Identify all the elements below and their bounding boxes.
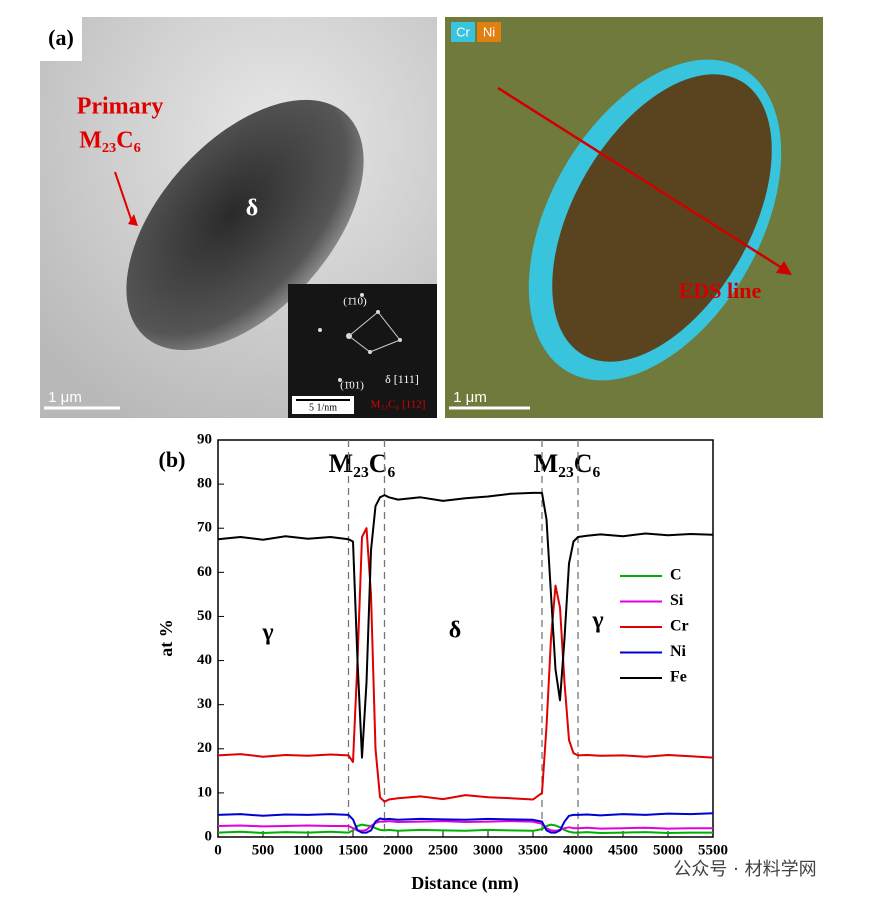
- x-tick-label: 1500: [338, 842, 368, 858]
- y-tick-label: 30: [197, 696, 212, 712]
- y-axis-label: at %: [156, 619, 176, 657]
- series-line: [217, 820, 713, 832]
- y-tick-label: 90: [197, 431, 212, 447]
- annotation: Primary: [77, 94, 164, 120]
- x-tick-label: 2000: [383, 842, 413, 858]
- x-tick-label: 500: [252, 842, 275, 858]
- y-tick-label: 80: [197, 476, 212, 492]
- y-tick-label: 50: [197, 608, 212, 624]
- x-axis-label: Distance (nm): [411, 873, 518, 894]
- watermark: 公众号 · 材料学网: [673, 859, 816, 880]
- x-tick-label: 3000: [473, 842, 503, 858]
- x-tick-label: 1000: [293, 842, 323, 858]
- annotation: M₂₃C₆: [534, 449, 601, 478]
- zone-label: δ [111]: [385, 372, 419, 386]
- y-tick-label: 70: [197, 520, 212, 536]
- zone-label: M₂₃C₆ [112]: [371, 399, 426, 411]
- annotation: γ: [261, 620, 273, 646]
- phase-label: δ: [246, 196, 258, 222]
- series-line: [217, 491, 714, 759]
- spot-label: (1̄10): [343, 296, 367, 308]
- annotation: δ: [449, 618, 461, 644]
- panel-label: (a): [48, 25, 74, 50]
- plot-frame: [217, 439, 714, 838]
- annotation: EDS line: [679, 278, 762, 303]
- legend-label: Fe: [670, 669, 687, 686]
- legend-label: Ni: [670, 643, 687, 660]
- y-tick-label: 40: [197, 652, 212, 668]
- y-tick-label: 0: [205, 828, 213, 844]
- x-tick-label: 4000: [563, 842, 593, 858]
- series-line: [217, 527, 714, 803]
- y-tick-label: 10: [197, 784, 212, 800]
- x-tick-label: 5000: [653, 842, 683, 858]
- scale-bar: 1 μm: [453, 389, 487, 406]
- y-tick-label: 20: [197, 740, 212, 756]
- legend-label: Cr: [670, 618, 689, 635]
- legend-label: Si: [670, 592, 684, 609]
- annotation: γ: [591, 608, 603, 634]
- eds-map: Cr Ni EDS line 1 μm: [445, 17, 823, 418]
- x-tick-label: 5500: [698, 842, 728, 858]
- annotation: M₂₃C₆: [329, 449, 396, 478]
- scale-bar: 5 1/nm: [309, 402, 337, 413]
- x-tick-label: 3500: [518, 842, 548, 858]
- x-tick-label: 4500: [608, 842, 638, 858]
- legend-label: Ni: [483, 24, 495, 39]
- panel-label: (b): [159, 447, 186, 472]
- scale-bar: 1 μm: [48, 389, 82, 406]
- y-tick-label: 60: [197, 564, 212, 580]
- legend-label: Cr: [456, 24, 470, 39]
- series-line: [217, 812, 714, 834]
- spot-label: (1̄01): [340, 380, 364, 392]
- legend-label: C: [670, 567, 682, 584]
- series-line: [217, 823, 713, 834]
- x-tick-label: 0: [214, 842, 222, 858]
- x-tick-label: 2500: [428, 842, 458, 858]
- tem-image: (a) Primary M₂₃C₆ δ 1 μm (1̄10) (1̄01) δ…: [40, 17, 437, 418]
- annotation: M₂₃C₆: [79, 128, 141, 154]
